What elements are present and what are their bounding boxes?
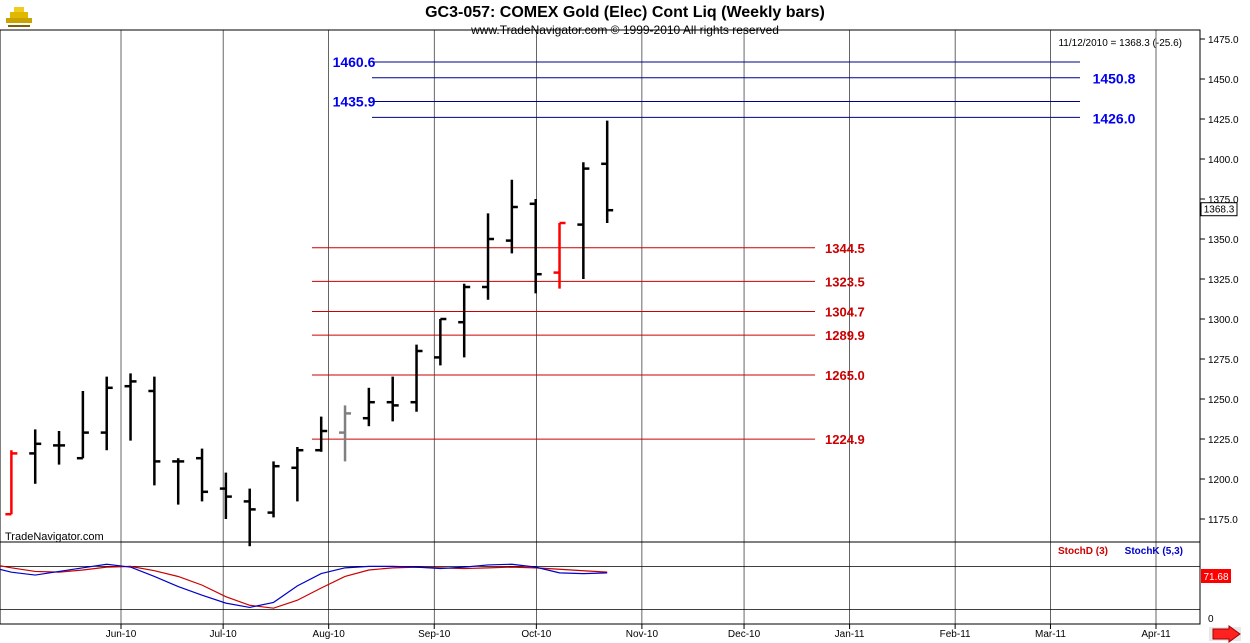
price-tick-label: 1250.0 (1208, 395, 1239, 406)
ohlc-bar (458, 283, 471, 358)
date-tick-label: Feb-11 (940, 629, 971, 640)
support-label: 1304.7 (825, 304, 865, 319)
ohlc-bar (505, 179, 518, 254)
ohlc-bar (53, 431, 66, 465)
scroll-right-arrow-icon[interactable] (1209, 625, 1241, 643)
date-tick-label: Oct-10 (521, 629, 551, 640)
price-axis: 1175.0 1200.0 1225.0 1250.0 1275.0 1300.0 1325… (1200, 35, 1239, 526)
level-lines: 1460.6 1450.8 1435.9 1426.0 1344.5 1323.5 1304… (312, 54, 1136, 447)
ohlc-bar (219, 472, 232, 519)
last-quote-label: 11/12/2010 = 1368.3 (-25.6) (1058, 38, 1182, 49)
date-tick-label: Sep-10 (418, 629, 451, 640)
resistance-label: 1450.8 (1093, 71, 1136, 87)
resistance-label: 1460.6 (333, 54, 376, 70)
ohlc-bar (267, 461, 280, 518)
stoch-k-line (0, 563, 608, 609)
ohlc-bar (553, 221, 566, 289)
date-tick-label: Nov-10 (626, 629, 659, 640)
copyright-subtitle: www.TradeNavigator.com © 1999-2010 All r… (470, 23, 779, 37)
price-tick-label: 1300.0 (1208, 315, 1239, 326)
price-tick-label: 1450.0 (1208, 75, 1239, 86)
price-tick-label: 1325.0 (1208, 275, 1239, 286)
ohlc-bar (243, 488, 256, 547)
support-label: 1265.0 (825, 368, 865, 383)
date-tick-label: Aug-10 (313, 629, 346, 640)
resistance-label: 1435.9 (333, 94, 376, 110)
ohlc-bar (172, 458, 185, 505)
stoch-last-value-label: 71.68 (1203, 572, 1228, 583)
ohlc-bar (100, 376, 113, 451)
stochastic-panel (0, 563, 1200, 610)
resistance-label: 1426.0 (1093, 110, 1136, 126)
last-price-label: 1368.3 (1204, 205, 1235, 216)
last-price-badge (1200, 202, 1238, 217)
date-tick-label: Jul-10 (210, 629, 238, 640)
price-tick-label: 1475.0 (1208, 35, 1239, 46)
ohlc-bar (529, 199, 542, 294)
ohlc-bar (410, 344, 423, 412)
support-label: 1344.5 (825, 241, 865, 256)
price-tick-label: 1425.0 (1208, 115, 1239, 126)
price-bars (5, 120, 614, 547)
support-label: 1224.9 (825, 432, 865, 447)
date-tick-label: Dec-10 (728, 629, 761, 640)
date-tick-label: Apr-11 (1141, 629, 1171, 640)
price-tick-label: 1375.0 (1208, 195, 1239, 206)
date-tick-label: Mar-11 (1035, 629, 1066, 640)
ohlc-bar (148, 376, 161, 486)
ohlc-bar (339, 405, 352, 462)
watermark-label: TradeNavigator.com (5, 531, 104, 543)
date-tick-label: Jan-11 (835, 629, 865, 640)
price-tick-label: 1275.0 (1208, 355, 1239, 366)
price-tick-label: 1225.0 (1208, 435, 1239, 446)
price-tick-label: 1400.0 (1208, 155, 1239, 166)
support-label: 1323.5 (825, 274, 865, 289)
ohlc-bar (29, 429, 42, 484)
ohlc-bar (577, 162, 590, 279)
ohlc-bar (362, 387, 375, 427)
price-tick-label: 1350.0 (1208, 235, 1239, 246)
support-label: 1289.9 (825, 328, 865, 343)
price-panel-frame (0, 29, 1201, 543)
stoch-d-legend: StochD (3) (1058, 546, 1108, 557)
ohlc-bar (291, 447, 304, 502)
stochastic-panel-frame (0, 541, 1201, 625)
date-tick-label: Jun-10 (106, 629, 137, 640)
chart-title: GC3-057: COMEX Gold (Elec) Cont Liq (Wee… (425, 4, 825, 21)
ohlc-bar (386, 376, 399, 422)
stoch-k-legend: StochK (5,3) (1125, 546, 1183, 557)
stoch-d-line (0, 565, 608, 609)
stoch-zero-tick: 0 (1208, 614, 1214, 625)
price-tick-label: 1175.0 (1208, 515, 1238, 526)
ohlc-bar (196, 448, 209, 502)
ohlc-bar (76, 391, 89, 460)
date-axis: Jun-10 Jul-10 Aug-10 Sep-10 Oct-10 Nov-10 Dec-… (106, 30, 1171, 640)
ohlc-bar (124, 373, 137, 441)
ohlc-bar (5, 450, 18, 516)
price-tick-label: 1200.0 (1208, 475, 1239, 486)
ohlc-bar (315, 416, 328, 452)
trade-navigator-logo-icon[interactable] (6, 7, 32, 27)
ohlc-bar (601, 120, 614, 223)
ohlc-bar (482, 213, 495, 300)
stoch-last-value-badge (1201, 569, 1231, 583)
ohlc-bar (434, 317, 447, 366)
